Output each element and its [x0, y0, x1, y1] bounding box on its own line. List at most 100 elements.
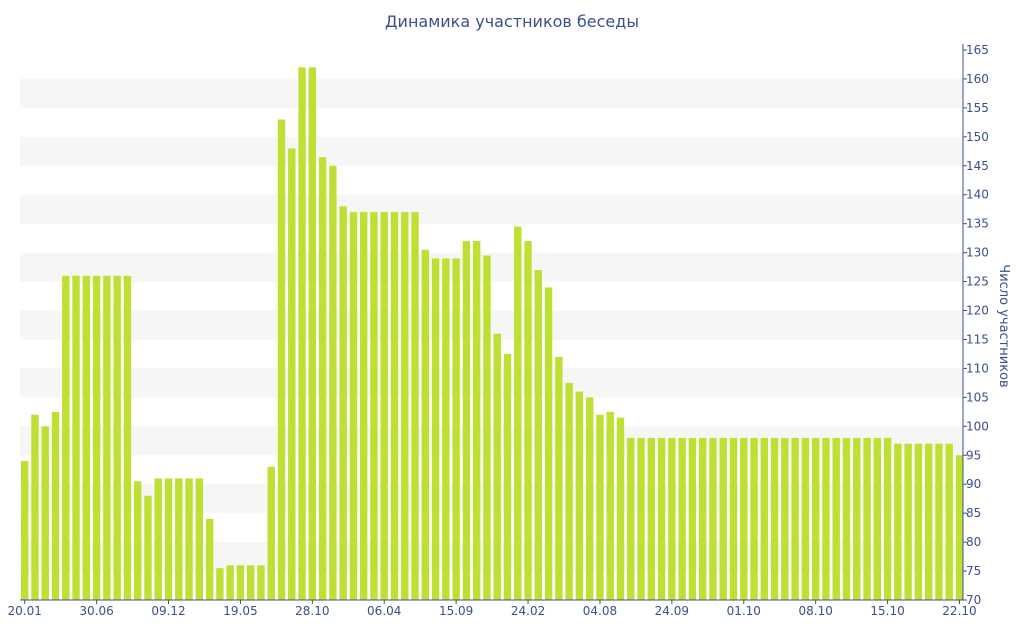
bar — [236, 565, 245, 600]
bar — [606, 411, 614, 600]
bar — [195, 478, 204, 600]
bar — [627, 437, 635, 600]
bar — [421, 249, 430, 600]
bar — [596, 414, 604, 600]
grid-band — [20, 368, 963, 398]
grid-band — [20, 194, 963, 224]
bar — [164, 478, 173, 600]
bar — [904, 443, 912, 600]
bar — [924, 443, 933, 600]
bar — [298, 67, 306, 601]
bars — [21, 67, 964, 601]
bar — [822, 437, 830, 600]
y-tick-label: 80 — [966, 535, 981, 549]
bar — [894, 443, 902, 600]
y-tick-label: 160 — [966, 72, 989, 86]
x-tick-label: 22.10 — [942, 604, 976, 618]
bar — [575, 391, 584, 600]
bar — [277, 119, 286, 600]
x-tick-label: 30.06 — [79, 604, 113, 618]
bar — [863, 437, 871, 600]
bar — [544, 287, 553, 600]
bar — [452, 258, 460, 600]
bar — [41, 426, 49, 600]
y-axis: 70 75 80 85 90 95 100 105 110 115 120 125 130 135 140 1… — [962, 43, 989, 607]
bar — [133, 481, 142, 600]
y-tick-label: 70 — [966, 593, 981, 607]
bar — [637, 437, 645, 600]
bar — [472, 241, 481, 601]
bar — [154, 478, 162, 600]
bar — [729, 437, 738, 600]
bar — [431, 258, 440, 600]
bar — [380, 212, 388, 600]
bar — [175, 478, 183, 600]
grid-band — [20, 252, 963, 282]
bar — [698, 437, 707, 600]
bar — [740, 437, 748, 600]
bar — [31, 414, 39, 600]
bar — [329, 165, 337, 600]
bar — [873, 437, 881, 600]
bar — [349, 212, 358, 600]
grid-band — [20, 136, 963, 166]
bar — [267, 466, 275, 600]
bar — [811, 437, 820, 600]
bar — [914, 443, 923, 600]
y-tick-label: 105 — [966, 390, 989, 404]
grid-band — [20, 426, 963, 456]
y-tick-label: 120 — [966, 304, 989, 318]
x-tick-label: 15.09 — [439, 604, 473, 618]
bar — [318, 157, 327, 600]
bar — [555, 356, 563, 600]
bar — [401, 212, 409, 600]
y-tick-label: 125 — [966, 275, 989, 289]
bar — [216, 568, 224, 600]
bar — [750, 437, 758, 600]
grid-band — [20, 310, 963, 340]
y-tick-label: 130 — [966, 246, 989, 260]
bar — [339, 206, 347, 600]
y-tick-label: 90 — [966, 477, 981, 491]
bar — [72, 275, 80, 600]
bar — [883, 437, 892, 600]
bar — [246, 565, 255, 600]
x-axis: 20.01 30.06 09.12 19.05 28.10 06.04 15.09 24.02… — [8, 599, 977, 618]
y-tick-label: 95 — [966, 448, 981, 462]
bar — [719, 437, 727, 600]
x-tick-label: 01.10 — [727, 604, 761, 618]
x-tick-label: 24.02 — [511, 604, 545, 618]
bar — [770, 437, 779, 600]
y-tick-label: 155 — [966, 101, 989, 115]
bar — [205, 518, 214, 600]
bar — [493, 333, 501, 600]
bar — [791, 437, 799, 600]
bar — [359, 212, 368, 600]
bar — [760, 437, 769, 600]
bar — [288, 148, 296, 600]
x-tick-label: 06.04 — [367, 604, 401, 618]
y-tick-label: 150 — [966, 130, 989, 144]
x-tick-label: 19.05 — [223, 604, 257, 618]
y-tick-label: 75 — [966, 564, 981, 578]
y-tick-label: 110 — [966, 361, 989, 375]
bar — [92, 275, 101, 600]
bar — [955, 455, 964, 600]
bar — [226, 565, 234, 600]
bar — [144, 495, 152, 600]
bar — [103, 275, 111, 600]
bar — [801, 437, 810, 600]
bar — [503, 353, 512, 600]
bar — [390, 212, 399, 600]
bar — [123, 275, 132, 600]
bar — [308, 67, 317, 601]
bar — [585, 397, 594, 600]
y-axis-label: Число участников — [996, 264, 1011, 387]
bar — [688, 437, 697, 600]
x-tick-label: 04.08 — [583, 604, 617, 618]
bar — [945, 443, 953, 600]
bar — [647, 437, 656, 600]
bar — [62, 275, 70, 600]
y-tick-label: 85 — [966, 506, 981, 520]
